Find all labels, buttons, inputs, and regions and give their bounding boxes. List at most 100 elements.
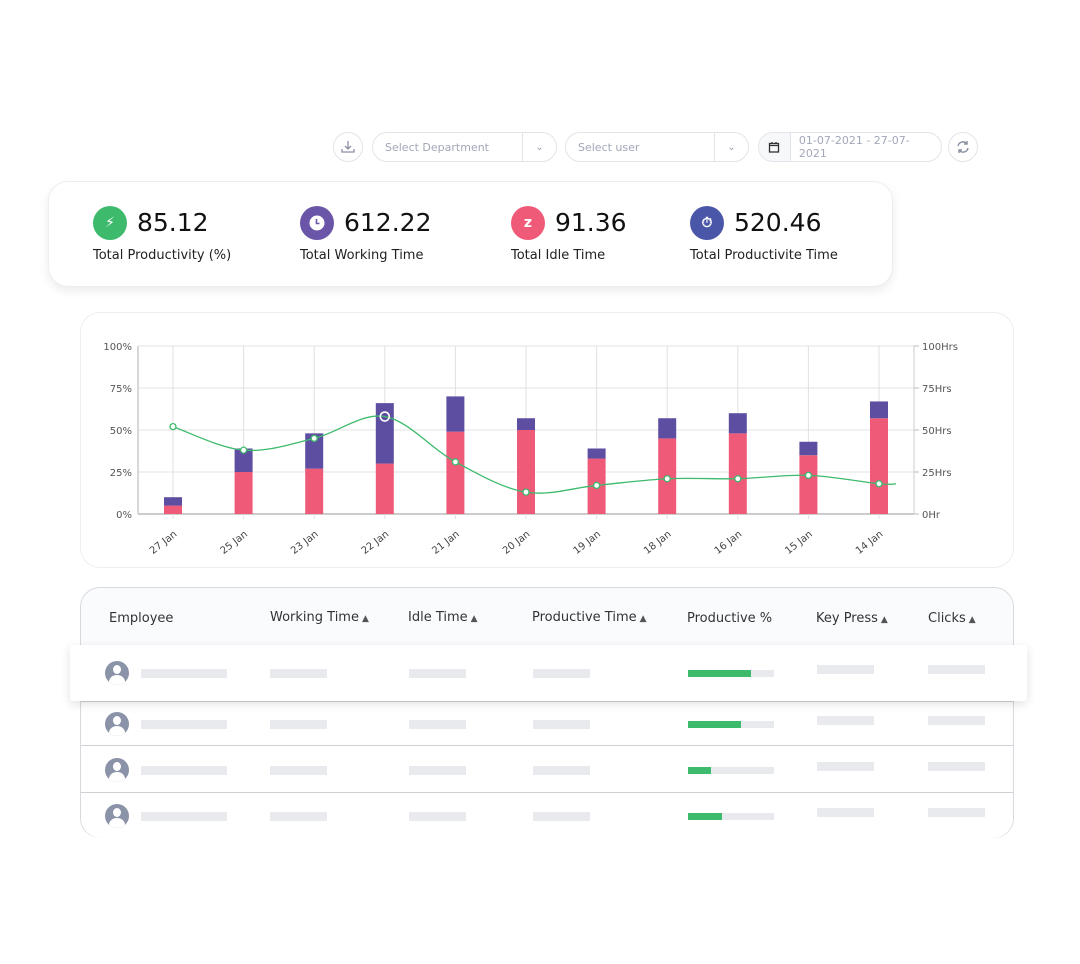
bar-segment-pink [728, 433, 747, 514]
y-right-tick-label: 100Hrs [922, 342, 958, 353]
bar-segment-purple [870, 401, 888, 419]
table-row[interactable] [81, 701, 1013, 745]
refresh-button[interactable] [948, 132, 978, 162]
bar-segment-purple [446, 396, 465, 432]
column-label: Working Time [270, 610, 359, 625]
sort-icon: ▲︎ [968, 615, 976, 625]
table-header: Employee Working Time ▲︎ Idle Time ▲︎ Prod… [81, 588, 1013, 646]
lightbulb-bolt-icon: ⚡ [93, 206, 127, 240]
sort-icon: ▲︎ [639, 614, 647, 624]
bar-segment-pink [375, 463, 394, 514]
working-time-placeholder [270, 669, 327, 678]
date-range-picker[interactable]: 01-07-2021 - 27-07-2021 [758, 132, 942, 162]
stat-label: Total Working Time [300, 248, 424, 263]
clicks-placeholder [928, 761, 985, 771]
y-left-tick-label: 50% [110, 426, 132, 437]
stopwatch-bolt-icon: ⏱ [690, 206, 724, 240]
bar-segment-pink [446, 431, 465, 514]
sort-icon: ▲︎ [361, 614, 369, 624]
avatar [105, 712, 129, 736]
stat-label: Total Productivite Time [690, 248, 838, 263]
column-working-time[interactable]: Working Time ▲︎ [270, 610, 369, 625]
table-row[interactable] [70, 645, 1027, 701]
productive-time-placeholder [533, 765, 590, 775]
x-tick-label: 14 Jan [854, 529, 885, 557]
table-row[interactable] [81, 745, 1013, 792]
department-select[interactable]: Select Department ⌄ [372, 132, 557, 162]
bar-segment-pink [164, 505, 182, 514]
working-time-placeholder [270, 765, 327, 775]
bar-segment-purple [799, 441, 818, 456]
bar-segment-pink [799, 455, 818, 514]
chart-card: 0% 0Hr 25% 25Hrs 50% 50Hrs 75% 75Hrs 100% 100Hrs 2… [80, 312, 1014, 568]
employee-table: Employee Working Time ▲︎ Idle Time ▲︎ Prod… [70, 587, 1027, 838]
column-key-press[interactable]: Key Press ▲︎ [816, 611, 888, 626]
column-label: Clicks [928, 611, 966, 626]
working-time-placeholder [270, 720, 327, 729]
x-tick-label: 23 Jan [289, 529, 320, 557]
y-right-tick-label: 25Hrs [922, 468, 952, 479]
chevron-down-icon: ⌄ [714, 133, 748, 161]
idle-time-placeholder [409, 720, 466, 729]
x-tick-label: 21 Jan [430, 529, 461, 557]
stat-value: 91.36 [555, 208, 627, 237]
idle-time-placeholder [409, 669, 466, 678]
productivity-chart: 0% 0Hr 25% 25Hrs 50% 50Hrs 75% 75Hrs 100% 100Hrs 2… [103, 342, 958, 557]
column-productive-pct: Productive % [687, 611, 773, 626]
x-tick-label: 18 Jan [642, 529, 673, 557]
x-tick-label: 22 Jan [360, 529, 391, 557]
column-productive-time[interactable]: Productive Time ▲︎ [532, 610, 647, 625]
column-clicks[interactable]: Clicks ▲︎ [928, 611, 976, 626]
productive-pct-bar [688, 670, 774, 677]
stat-value: 520.46 [734, 208, 822, 237]
employee-name-placeholder [141, 720, 227, 729]
line-point [804, 471, 813, 480]
working-time-placeholder [270, 812, 327, 821]
y-right-tick-label: 50Hrs [922, 426, 952, 437]
clicks-placeholder [928, 716, 985, 725]
key-press-placeholder [817, 761, 874, 771]
column-label: Key Press [816, 611, 878, 626]
stat-label: Total Idle Time [511, 248, 606, 263]
bar-segment-purple [728, 413, 747, 434]
column-employee: Employee [109, 611, 174, 626]
column-idle-time[interactable]: Idle Time ▲︎ [408, 610, 478, 625]
bar-segment-pink [305, 468, 324, 514]
user-select[interactable]: Select user ⌄ [565, 132, 749, 162]
line-point [875, 480, 883, 488]
bar-segment-pink [517, 430, 535, 514]
line-point [592, 481, 601, 490]
download-icon [341, 141, 355, 153]
idle-time-placeholder [409, 765, 466, 775]
line-point [734, 475, 742, 483]
avatar [105, 661, 129, 685]
y-left-tick-label: 75% [110, 384, 132, 395]
line-point [451, 458, 460, 466]
stat-label: Total Productivity (%) [93, 248, 232, 263]
employee-name-placeholder [141, 765, 227, 775]
idle-time-placeholder [409, 812, 466, 821]
clicks-placeholder [928, 808, 985, 817]
bar-segment-purple [587, 448, 606, 459]
avatar [105, 757, 129, 782]
x-tick-label: 19 Jan [572, 529, 603, 557]
sort-icon: ▲︎ [470, 614, 478, 624]
productive-pct-bar [688, 766, 774, 774]
table-row[interactable] [81, 792, 1013, 838]
refresh-icon [957, 141, 969, 153]
key-press-placeholder [817, 716, 874, 725]
y-right-tick-label: 75Hrs [922, 384, 952, 395]
bar-segment-purple [305, 433, 324, 469]
key-press-placeholder [817, 808, 874, 817]
productive-time-placeholder [533, 812, 590, 821]
stat-value: 85.12 [137, 208, 209, 237]
bar-segment-purple [164, 497, 182, 506]
line-point [663, 475, 671, 483]
sort-icon: ▲︎ [880, 615, 888, 625]
x-tick-label: 20 Jan [501, 529, 532, 557]
line-point [239, 446, 248, 454]
download-button[interactable] [333, 132, 363, 162]
productive-time-placeholder [533, 720, 590, 729]
bar-segment-purple [658, 418, 677, 439]
employee-name-placeholder [141, 812, 227, 821]
